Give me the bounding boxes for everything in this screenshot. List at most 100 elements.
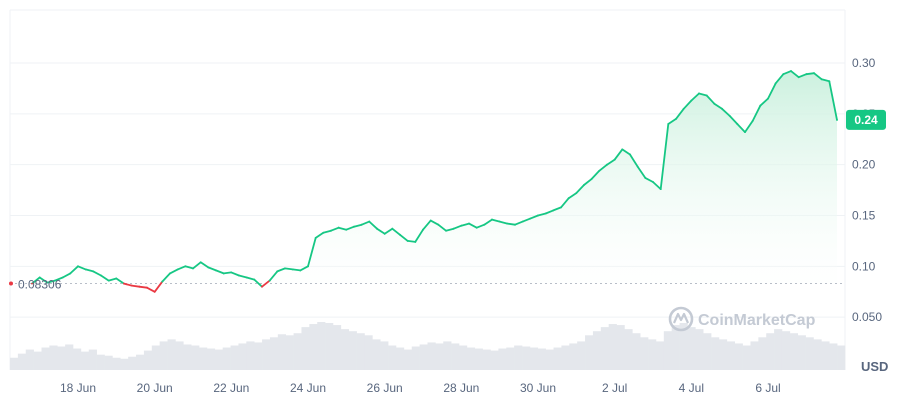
volume-bar: [104, 355, 113, 370]
price-segment: [353, 223, 363, 228]
volume-bar: [293, 333, 302, 370]
price-point: [797, 76, 800, 79]
price-point: [644, 177, 647, 179]
volume-bar: [214, 349, 223, 370]
volume-bar: [687, 327, 696, 370]
volume-bar: [616, 325, 625, 370]
price-segment: [107, 277, 118, 282]
volume-bar: [33, 351, 42, 370]
price-point: [376, 227, 378, 230]
price-point: [92, 270, 95, 273]
price-point: [77, 265, 79, 268]
price-point: [31, 282, 33, 285]
price-segment: [192, 261, 202, 270]
price-point: [307, 265, 309, 268]
price-segment: [222, 271, 233, 275]
volume-bar: [663, 331, 672, 370]
price-segment: [690, 92, 700, 102]
volume-bar: [545, 349, 554, 370]
price-point: [544, 212, 547, 215]
volume-bar: [537, 348, 546, 370]
price-point: [268, 279, 271, 282]
price-segment: [728, 115, 739, 125]
price-point: [744, 131, 746, 134]
price-point: [675, 118, 677, 120]
price-segment: [54, 276, 64, 282]
price-point: [299, 269, 302, 272]
volume-bar: [41, 347, 50, 370]
price-point: [790, 70, 792, 72]
price-segment: [652, 181, 662, 191]
price-segment: [253, 278, 263, 288]
price-point: [468, 222, 470, 225]
volume-bar: [238, 343, 247, 370]
price-point: [820, 78, 823, 81]
baseline-start-dot: [9, 281, 13, 286]
coinmarketcap-watermark: CoinMarketCap: [668, 306, 816, 332]
price-segment: [307, 236, 317, 268]
price-point: [713, 102, 716, 105]
price-point: [322, 231, 325, 234]
price-point: [84, 268, 87, 271]
price-point: [330, 229, 332, 232]
volume-bar: [395, 347, 405, 370]
price-segment: [452, 224, 463, 230]
price-segment: [230, 271, 240, 277]
price-point: [567, 197, 570, 200]
price-segment: [820, 78, 831, 83]
volume-bar: [797, 335, 806, 370]
price-point: [552, 209, 555, 212]
price-segment: [713, 102, 723, 110]
y-tick-label: 0.050: [852, 310, 882, 324]
price-segment: [437, 223, 447, 232]
volume-bar: [695, 329, 704, 370]
volume-bar: [230, 345, 239, 370]
price-point: [521, 220, 524, 223]
x-axis: 18 Jun 20 Jun 22 Jun 24 Jun 26 Jun 28 Jun 30 J…: [60, 381, 781, 395]
volume-bar: [466, 347, 476, 370]
price-point: [629, 153, 631, 156]
price-point: [406, 240, 409, 242]
price-point: [253, 278, 256, 281]
volume-bar: [309, 324, 318, 370]
volume-bar: [112, 357, 121, 370]
volume-bar: [388, 345, 397, 370]
price-point: [598, 169, 601, 172]
price-segment: [744, 120, 754, 134]
volume-bar: [648, 339, 657, 370]
volume-bar: [88, 349, 97, 370]
volume-bar: [65, 344, 74, 370]
volume-bar: [285, 335, 294, 370]
y-tick-label: 0.15: [852, 209, 876, 223]
unit-label: USD: [861, 359, 888, 374]
watermark-text: CoinMarketCap: [698, 312, 816, 329]
price-segment: [659, 123, 670, 191]
volume-bar: [726, 341, 736, 370]
price-segment: [475, 223, 486, 229]
volume-bar: [143, 350, 153, 370]
y-tick-label: 0.30: [852, 56, 876, 70]
price-segment: [399, 233, 409, 242]
price-point: [429, 219, 432, 222]
price-segment: [613, 148, 624, 161]
volume-bar: [624, 329, 633, 370]
price-point: [437, 223, 440, 226]
volume-bar: [482, 349, 491, 370]
price-segment: [406, 239, 417, 243]
volume-bar: [301, 327, 310, 370]
price-point: [337, 226, 340, 229]
volume-bar: [522, 346, 531, 370]
volume-bar: [199, 347, 208, 370]
price-point: [261, 285, 263, 288]
volume-bar: [703, 333, 712, 370]
volume-bar: [632, 333, 641, 370]
price-segment: [828, 80, 838, 121]
price-point: [751, 120, 754, 122]
price-segment: [146, 286, 156, 293]
price-segment: [199, 261, 210, 269]
price-segment: [521, 217, 532, 223]
price-segment: [330, 226, 340, 232]
volume-bar: [128, 356, 137, 370]
price-point: [836, 119, 838, 121]
current-price-badge: 0.24: [846, 109, 886, 130]
